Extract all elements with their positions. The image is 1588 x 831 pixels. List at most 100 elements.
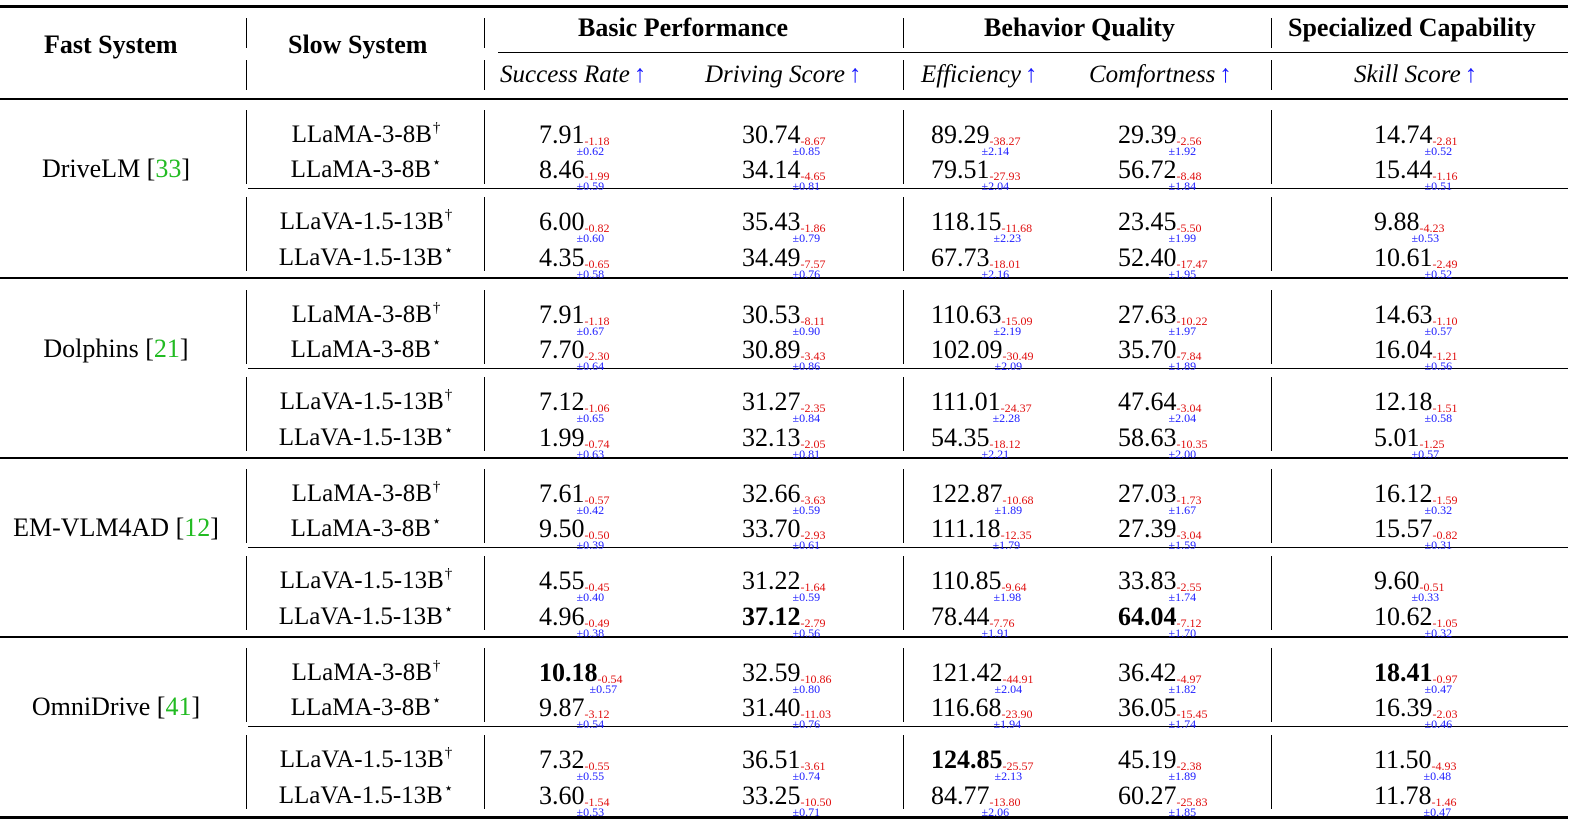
group-rule xyxy=(0,277,1568,279)
metric-delta: -2.81 xyxy=(1432,134,1458,148)
metric-std: ±0.32 xyxy=(1424,626,1453,640)
metric-std: ±0.58 xyxy=(1424,411,1453,425)
metric-std: ±0.76 xyxy=(792,717,821,731)
metric-success-rate: Success Rate ↑ xyxy=(500,62,646,87)
metric-delta: -0.49 xyxy=(584,616,610,630)
metric-delta: -10.35 xyxy=(1176,437,1208,451)
bottom-rule xyxy=(0,816,1568,819)
metric-value: 7.32 xyxy=(539,745,585,774)
up-arrow-icon: ↑ xyxy=(1219,61,1232,88)
metric-std: ±2.00 xyxy=(1168,447,1197,461)
slow-system-name: LLaMA-3-8B xyxy=(291,121,432,148)
metric-std: ±1.94 xyxy=(993,717,1022,731)
metric-std: ±2.09 xyxy=(994,359,1023,373)
metric-delta: -1.18 xyxy=(584,134,610,148)
citation-link[interactable]: 12 xyxy=(184,513,211,542)
citation-link[interactable]: 41 xyxy=(165,692,192,721)
up-arrow-icon: ↑ xyxy=(1024,61,1038,88)
metric-delta: -2.30 xyxy=(584,349,610,363)
header-rule xyxy=(0,98,1568,100)
metric-delta: -2.49 xyxy=(1432,257,1458,271)
metric-value: 7.12 xyxy=(539,387,585,416)
metric-cell: 67.73 -18.01 ±2.16 xyxy=(931,245,1021,281)
metric-std: ±2.04 xyxy=(994,682,1023,696)
column-separator xyxy=(246,469,247,543)
metric-delta: -7.84 xyxy=(1176,349,1202,363)
metric-cell: 27.03 -1.73 ±1.67 xyxy=(1118,479,1202,517)
column-separator xyxy=(484,290,485,364)
metric-std: ±1.89 xyxy=(1168,359,1197,373)
column-separator xyxy=(1271,735,1272,809)
metric-cell: 30.74 -8.67 ±0.85 xyxy=(742,122,826,158)
metric-delta: -0.45 xyxy=(584,580,610,594)
column-separator xyxy=(903,197,904,271)
metric-value: 1.99 xyxy=(539,423,585,452)
metric-value: 54.35 xyxy=(931,423,990,452)
slow-system-name: LLaMA-3-8B xyxy=(290,515,431,542)
fast-system-name: EM-VLM4AD [ xyxy=(13,513,185,542)
metric-value: 32.13 xyxy=(742,423,801,452)
metric-delta: -18.01 xyxy=(989,257,1021,271)
metric-value: 31.27 xyxy=(742,387,801,416)
metric-cell: 32.13 -2.05 ±0.81 xyxy=(742,423,826,461)
slow-system-label: LLaVA-1.5-13B⋆ xyxy=(250,244,482,271)
metric-delta: -11.03 xyxy=(800,707,832,721)
metric-delta: -1.05 xyxy=(1432,616,1458,630)
slow-system-name: LLaMA-3-8B xyxy=(291,659,432,686)
slow-system-label: LLaVA-1.5-13B† xyxy=(250,208,482,235)
up-arrow-icon: ↑ xyxy=(1464,61,1478,88)
column-separator xyxy=(484,110,485,184)
metric-std: ±0.64 xyxy=(576,359,605,373)
metric-std: ±0.33 xyxy=(1411,590,1440,604)
slow-system-label: LLaVA-1.5-13B⋆ xyxy=(250,424,482,451)
slow-system-marker: ⋆ xyxy=(431,514,442,530)
metric-delta: -3.04 xyxy=(1176,401,1202,415)
metric-delta: -8.48 xyxy=(1176,169,1202,183)
metric-cell: 124.85 -25.57 ±2.13 xyxy=(931,747,1034,783)
metric-std: ±0.84 xyxy=(792,411,821,425)
fast-system-label: DriveLM [33] xyxy=(0,156,232,182)
metric-cell: 32.59 -10.86 ±0.80 xyxy=(742,660,832,696)
metric-value: 12.18 xyxy=(1374,387,1433,416)
header-separator xyxy=(903,60,904,90)
slow-system-name: LLaMA-3-8B xyxy=(290,156,431,183)
column-separator xyxy=(1271,648,1272,722)
citation-link[interactable]: 21 xyxy=(153,334,180,363)
up-arrow-icon: ↑ xyxy=(849,61,862,88)
metric-value: 110.85 xyxy=(931,566,1002,595)
slow-system-name: LLaVA-1.5-13B xyxy=(278,244,443,271)
column-separator xyxy=(246,556,247,630)
metric-delta: -0.74 xyxy=(584,437,610,451)
metric-value: 47.64 xyxy=(1118,387,1177,416)
column-separator xyxy=(903,556,904,630)
metric-delta: -2.38 xyxy=(1176,759,1202,773)
metric-std: ±0.59 xyxy=(792,503,821,517)
metric-std: ±0.52 xyxy=(1424,144,1453,158)
metric-std: ±1.84 xyxy=(1168,179,1197,193)
metric-delta: -0.51 xyxy=(1419,580,1445,594)
metric-std: ±1.89 xyxy=(1168,769,1197,783)
metric-cell: 78.44 -7.76 ±1.91 xyxy=(931,604,1015,640)
metric-cell: 14.63 -1.10 ±0.57 xyxy=(1374,302,1458,338)
metric-std: ±2.13 xyxy=(994,769,1023,783)
column-separator xyxy=(484,735,485,809)
fast-system-name: Dolphins [ xyxy=(43,334,154,363)
slow-system-name: LLaMA-3-8B xyxy=(291,480,432,507)
metric-value: 4.35 xyxy=(539,243,585,272)
metric-value: 32.66 xyxy=(742,479,801,508)
metric-value: 27.03 xyxy=(1118,479,1177,508)
slow-system-marker: † xyxy=(444,566,453,582)
citation-link[interactable]: 33 xyxy=(155,154,182,183)
metric-std: ±0.90 xyxy=(792,324,821,338)
metric-delta: -1.21 xyxy=(1432,349,1458,363)
metric-cell: 37.12 -2.79 ±0.56 xyxy=(742,604,826,640)
metric-cell: 18.41 -0.97 ±0.47 xyxy=(1374,660,1458,696)
metric-std: ±2.21 xyxy=(981,447,1010,461)
metric-label: Skill Score xyxy=(1354,61,1461,88)
bracket-close: ] xyxy=(210,513,219,542)
metric-std: ±2.14 xyxy=(981,144,1010,158)
metric-cell: 33.70 -2.93 ±0.61 xyxy=(742,516,826,552)
slow-system-name: LLaVA-1.5-13B xyxy=(279,746,444,773)
metric-value: 84.77 xyxy=(931,781,990,810)
metric-delta: -0.82 xyxy=(584,221,610,235)
